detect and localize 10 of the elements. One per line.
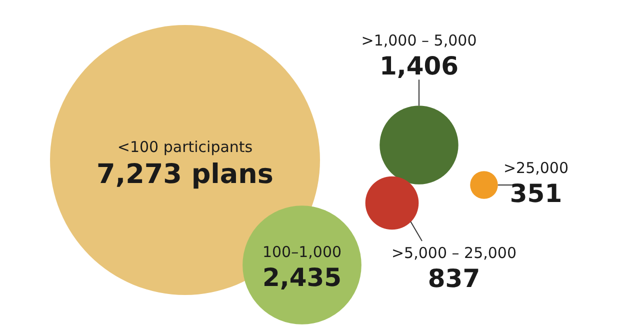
data-label: 7,273 plans (96, 159, 274, 190)
data-label: 351 (510, 179, 562, 208)
data-label: 2,435 (262, 263, 342, 292)
category-label: >5,000 – 25,000 (391, 244, 517, 262)
data-label: 1,406 (379, 52, 459, 81)
data-label: 837 (428, 264, 480, 293)
category-label: <100 participants (117, 138, 253, 156)
category-label: 100–1,000 (262, 243, 342, 261)
category-label: >1,000 – 5,000 (361, 32, 477, 50)
category-label: >25,000 (503, 159, 569, 177)
